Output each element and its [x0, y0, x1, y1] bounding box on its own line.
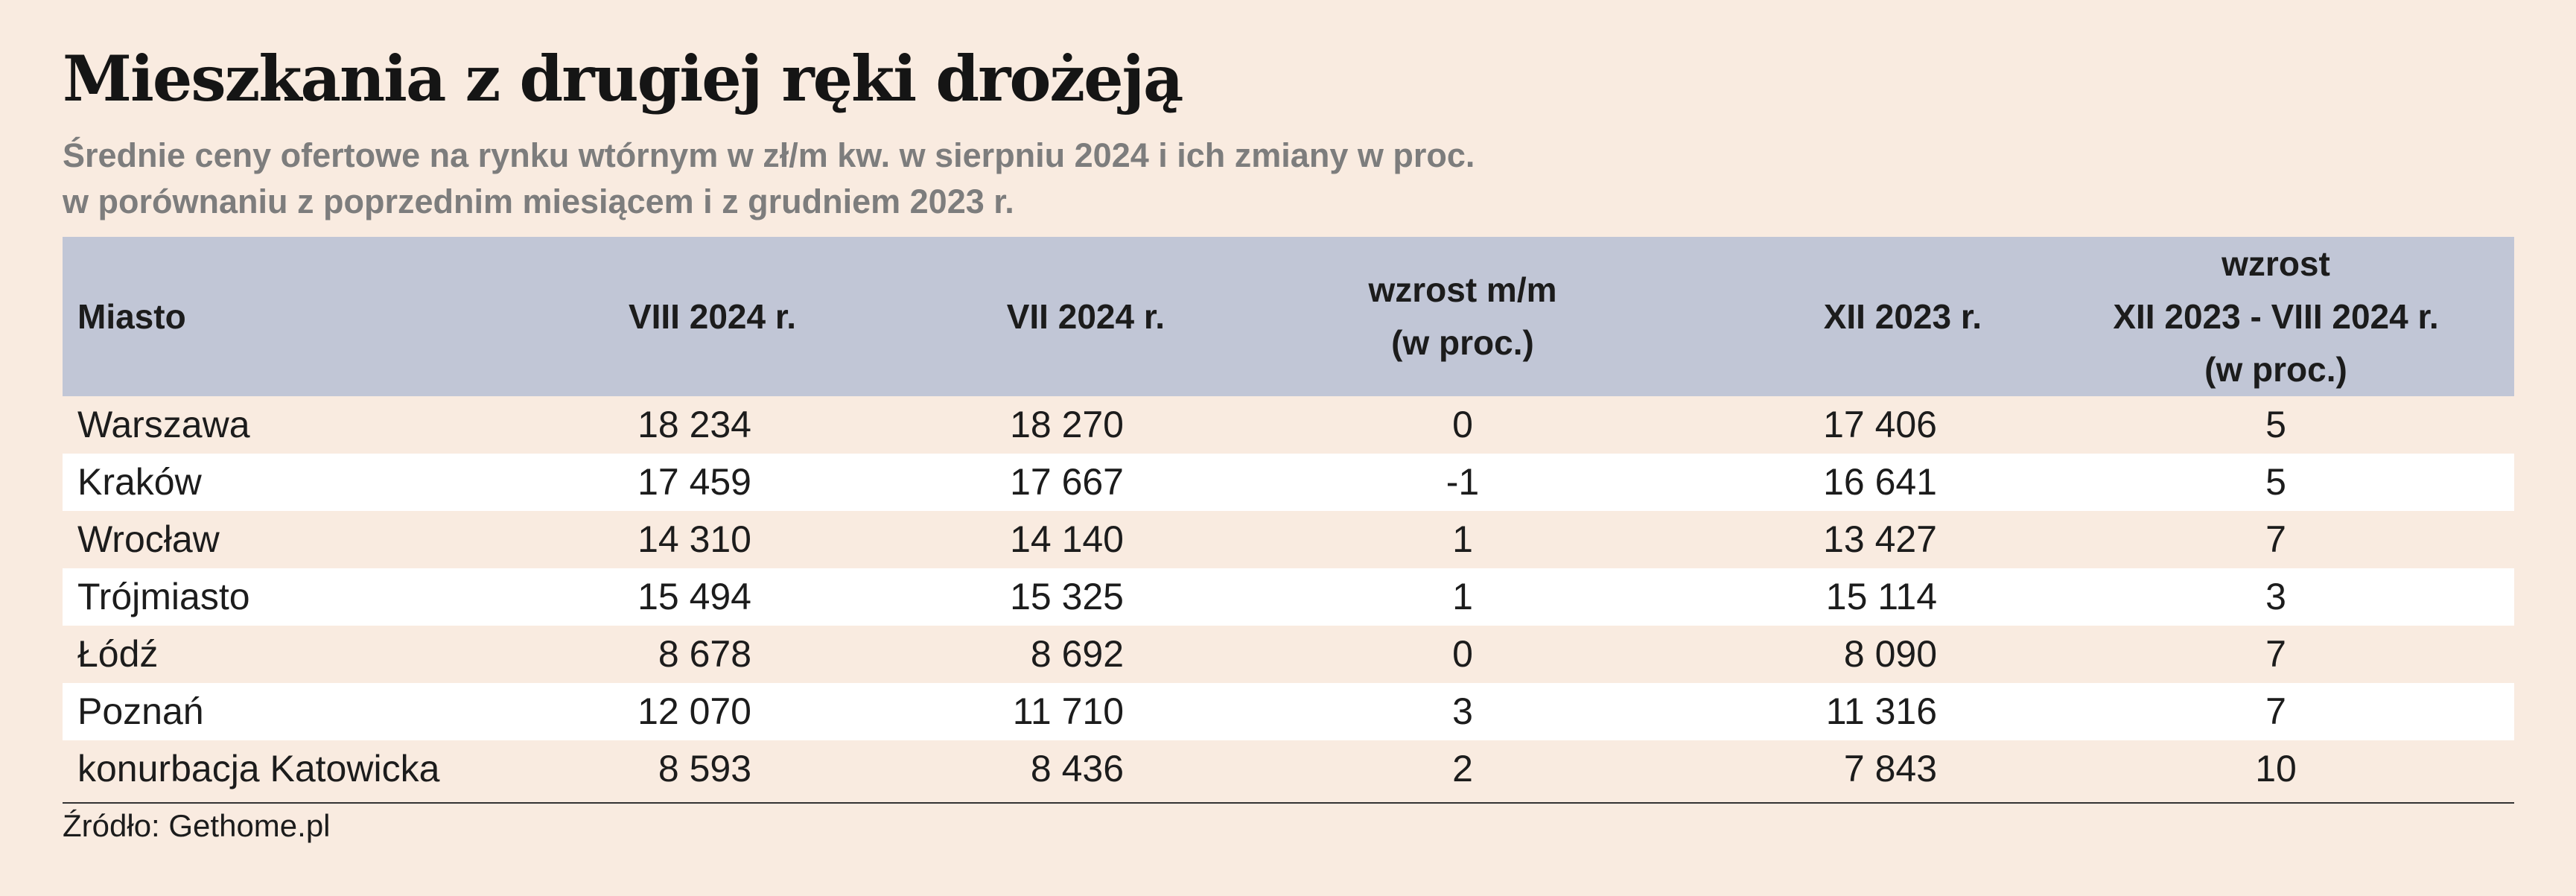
- column-header-growth-ytd: wzrost XII 2023 - VIII 2024 r. (w proc.): [2038, 237, 2514, 396]
- cell-xii-2023: 8 090: [1843, 633, 1937, 675]
- chart-subtitle: Średnie ceny ofertowe na rynku wtórnym w…: [63, 133, 1475, 225]
- column-header-xii-2023: XII 2023 r.: [1664, 237, 2038, 396]
- cell-vii-2024: 18 270: [1010, 404, 1124, 445]
- table-row: Trójmiasto 15 494 15 325 1 15 114 3: [63, 568, 2514, 626]
- column-header-text: wzrost: [2222, 244, 2330, 283]
- chart-title: Mieszkania z drugiej ręki drożeją: [63, 42, 1183, 115]
- cell-growth-mm: 2: [1452, 748, 1473, 789]
- column-header-text: XII 2023 - VIII 2024 r.: [2113, 296, 2439, 336]
- table-header-row: Miasto VIII 2024 r. VII 2024 r. wzrost m…: [63, 237, 2514, 396]
- cell-xii-2023: 13 427: [1823, 518, 1937, 560]
- cell-growth-ytd: 7: [2265, 518, 2286, 560]
- cell-vii-2024: 17 667: [1010, 461, 1124, 503]
- cell-viii-2024: 8 678: [658, 633, 751, 675]
- column-header-text: VIII 2024 r.: [628, 296, 796, 336]
- cell-city: Wrocław: [77, 518, 220, 560]
- cell-growth-ytd: 10: [2255, 748, 2297, 789]
- cell-xii-2023: 17 406: [1823, 404, 1937, 445]
- column-header-text: (w proc.): [2204, 349, 2347, 389]
- table-row: Łódź 8 678 8 692 0 8 090 7: [63, 626, 2514, 683]
- table-row: konurbacja Katowicka 8 593 8 436 2 7 843…: [63, 740, 2514, 798]
- subtitle-line-1: Średnie ceny ofertowe na rynku wtórnym w…: [63, 136, 1475, 174]
- cell-growth-ytd: 7: [2265, 690, 2286, 732]
- cell-viii-2024: 15 494: [637, 576, 751, 617]
- column-header-city: Miasto: [63, 237, 509, 396]
- cell-growth-mm: 0: [1452, 633, 1473, 675]
- cell-xii-2023: 7 843: [1843, 748, 1937, 789]
- cell-growth-ytd: 3: [2265, 576, 2286, 617]
- column-header-text: XII 2023 r.: [1823, 296, 1982, 336]
- column-header-text: (w proc.): [1391, 323, 1534, 362]
- cell-viii-2024: 12 070: [637, 690, 751, 732]
- cell-viii-2024: 14 310: [637, 518, 751, 560]
- cell-growth-mm: 3: [1452, 690, 1473, 732]
- table-row: Wrocław 14 310 14 140 1 13 427 7: [63, 511, 2514, 568]
- cell-city: Kraków: [77, 461, 202, 503]
- cell-viii-2024: 17 459: [637, 461, 751, 503]
- column-header-growth-mm: wzrost m/m (w proc.): [1262, 237, 1664, 396]
- cell-vii-2024: 8 436: [1030, 748, 1124, 789]
- table-bottom-rule: [63, 802, 2514, 804]
- cell-vii-2024: 8 692: [1030, 633, 1124, 675]
- column-header-text: VII 2024 r.: [1006, 296, 1165, 336]
- cell-city: Poznań: [77, 690, 204, 732]
- cell-city: Trójmiasto: [77, 576, 250, 617]
- cell-growth-ytd: 7: [2265, 633, 2286, 675]
- column-header-viii-2024: VIII 2024 r.: [509, 237, 871, 396]
- cell-viii-2024: 18 234: [637, 404, 751, 445]
- cell-vii-2024: 15 325: [1010, 576, 1124, 617]
- cell-city: Łódź: [77, 633, 159, 675]
- cell-growth-ytd: 5: [2265, 461, 2286, 503]
- table-row: Warszawa 18 234 18 270 0 17 406 5: [63, 396, 2514, 454]
- column-header-vii-2024: VII 2024 r.: [871, 237, 1262, 396]
- cell-growth-mm: 0: [1452, 404, 1473, 445]
- source-note: Źródło: Gethome.pl: [63, 808, 331, 843]
- cell-xii-2023: 15 114: [1825, 576, 1937, 617]
- cell-growth-mm: 1: [1452, 576, 1473, 617]
- cell-growth-mm: -1: [1446, 461, 1480, 503]
- cell-xii-2023: 16 641: [1823, 461, 1937, 503]
- cell-vii-2024: 14 140: [1010, 518, 1124, 560]
- table-row: Poznań 12 070 11 710 3 11 316 7: [63, 683, 2514, 740]
- cell-viii-2024: 8 593: [658, 748, 751, 789]
- column-header-text: Miasto: [77, 296, 186, 336]
- cell-vii-2024: 11 710: [1012, 690, 1124, 732]
- cell-growth-ytd: 5: [2265, 404, 2286, 445]
- column-header-text: wzrost m/m: [1368, 270, 1557, 309]
- cell-city: Warszawa: [77, 404, 250, 445]
- cell-xii-2023: 11 316: [1825, 690, 1937, 732]
- price-table: Miasto VIII 2024 r. VII 2024 r. wzrost m…: [63, 237, 2514, 798]
- cell-growth-mm: 1: [1452, 518, 1473, 560]
- subtitle-line-2: w porównaniu z poprzednim miesiącem i z …: [63, 182, 1014, 220]
- cell-city: konurbacja Katowicka: [77, 748, 440, 789]
- table-row: Kraków 17 459 17 667 -1 16 641 5: [63, 454, 2514, 511]
